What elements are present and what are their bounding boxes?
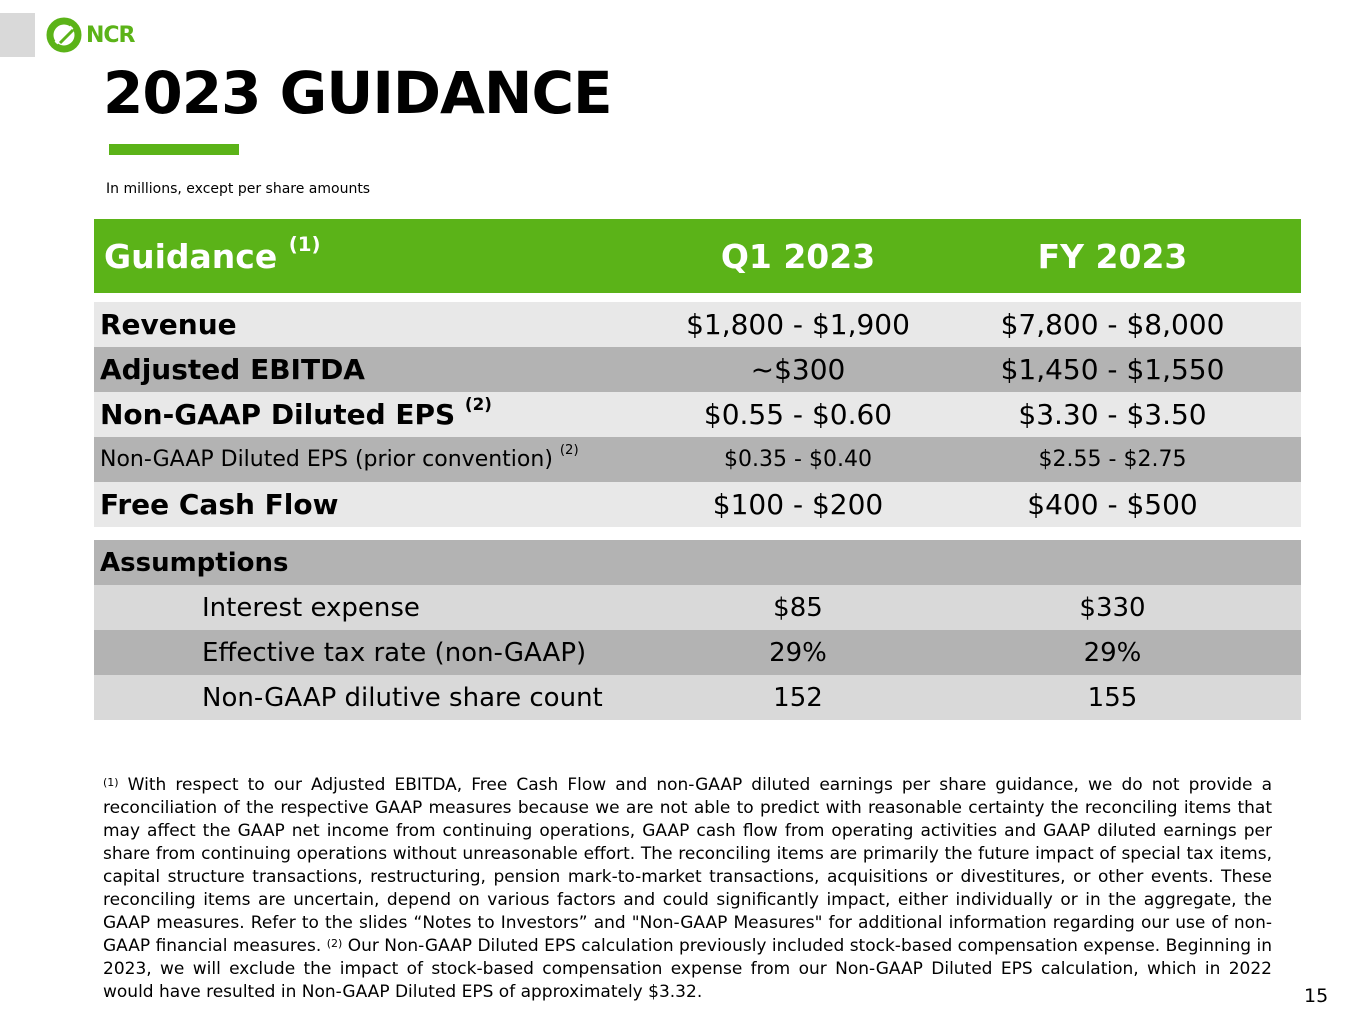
row-q1-value: 152 (773, 682, 823, 713)
header-guidance-label: Guidance (104, 236, 278, 276)
table-header: Guidance (1) Q1 2023 FY 2023 (94, 219, 1301, 293)
row-q1-value: $1,800 - $1,900 (686, 308, 910, 341)
row-label: Non-GAAP Diluted EPS (100, 398, 456, 431)
row-footnote-mark: (2) (464, 394, 492, 414)
row-fy-value: 29% (1083, 637, 1142, 668)
assumptions-table: Assumptions Interest expense $85 $330 Ef… (94, 540, 1301, 720)
row-fy-value: $330 (1079, 592, 1146, 623)
row-fy-value: $7,800 - $8,000 (1000, 308, 1225, 341)
assumptions-label: Assumptions (100, 547, 289, 578)
footnote-text-1: With respect to our Adjusted EBITDA, Fre… (103, 775, 1272, 956)
table-row: Effective tax rate (non-GAAP) 29% 29% (94, 630, 1301, 675)
row-label: Non-GAAP dilutive share count (202, 682, 603, 713)
logo-text: NCR (86, 22, 135, 48)
table-row: Interest expense $85 $330 (94, 585, 1301, 630)
row-label: Adjusted EBITDA (100, 353, 365, 386)
footnote-text-2: Our Non-GAAP Diluted EPS calculation pre… (103, 936, 1273, 1002)
row-footnote-mark: (2) (559, 443, 579, 458)
header-guidance: Guidance (1) (94, 233, 672, 276)
row-fy-value: $3.30 - $3.50 (1018, 398, 1207, 431)
row-fy-value: 155 (1087, 682, 1138, 713)
footnote-mark-1: (1) (103, 776, 119, 789)
ncr-logo: NCR (46, 17, 135, 53)
assumptions-header-row: Assumptions (94, 540, 1301, 585)
row-label: Non-GAAP Diluted EPS (prior convention) (100, 447, 553, 472)
units-note: In millions, except per share amounts (106, 181, 371, 197)
row-label: Free Cash Flow (100, 488, 339, 521)
header-q1: Q1 2023 (720, 236, 876, 276)
table-row: Non-GAAP Diluted EPS (prior convention) … (94, 437, 1301, 482)
row-label-cell: Non-GAAP Diluted EPS (prior convention) … (94, 443, 672, 472)
row-q1-value: $85 (773, 592, 823, 623)
footnote-mark-2: (2) (326, 937, 343, 950)
row-label-cell: Non-GAAP Diluted EPS (2) (94, 394, 672, 431)
row-q1-value: $100 - $200 (712, 488, 884, 521)
row-q1-value: $0.35 - $0.40 (724, 447, 872, 472)
table-row: Non-GAAP dilutive share count 152 155 (94, 675, 1301, 720)
row-label: Interest expense (202, 592, 420, 623)
table-row: Non-GAAP Diluted EPS (2) $0.55 - $0.60 $… (94, 392, 1301, 437)
row-q1-value: ~$300 (750, 353, 846, 386)
page-title: 2023 GUIDANCE (103, 59, 613, 127)
row-fy-value: $400 - $500 (1027, 488, 1198, 521)
guidance-table-body: Revenue $1,800 - $1,900 $7,800 - $8,000 … (94, 302, 1301, 527)
row-label: Effective tax rate (non-GAAP) (202, 637, 587, 668)
row-fy-value: $2.55 - $2.75 (1038, 447, 1187, 472)
table-row: Free Cash Flow $100 - $200 $400 - $500 (94, 482, 1301, 527)
page-number: 15 (1304, 985, 1329, 1007)
table-row: Revenue $1,800 - $1,900 $7,800 - $8,000 (94, 302, 1301, 347)
table-row: Adjusted EBITDA ~$300 $1,450 - $1,550 (94, 347, 1301, 392)
row-q1-value: $0.55 - $0.60 (703, 398, 893, 431)
row-label: Revenue (100, 308, 237, 341)
row-fy-value: $1,450 - $1,550 (1000, 353, 1225, 386)
footnote: (1) With respect to our Adjusted EBITDA,… (103, 774, 1272, 1004)
corner-tab (0, 13, 35, 57)
title-underline (109, 144, 239, 155)
header-footnote-mark: (1) (288, 232, 321, 256)
header-fy: FY 2023 (1037, 236, 1188, 276)
row-q1-value: 29% (769, 637, 827, 668)
ncr-logo-mark-icon (46, 17, 82, 53)
